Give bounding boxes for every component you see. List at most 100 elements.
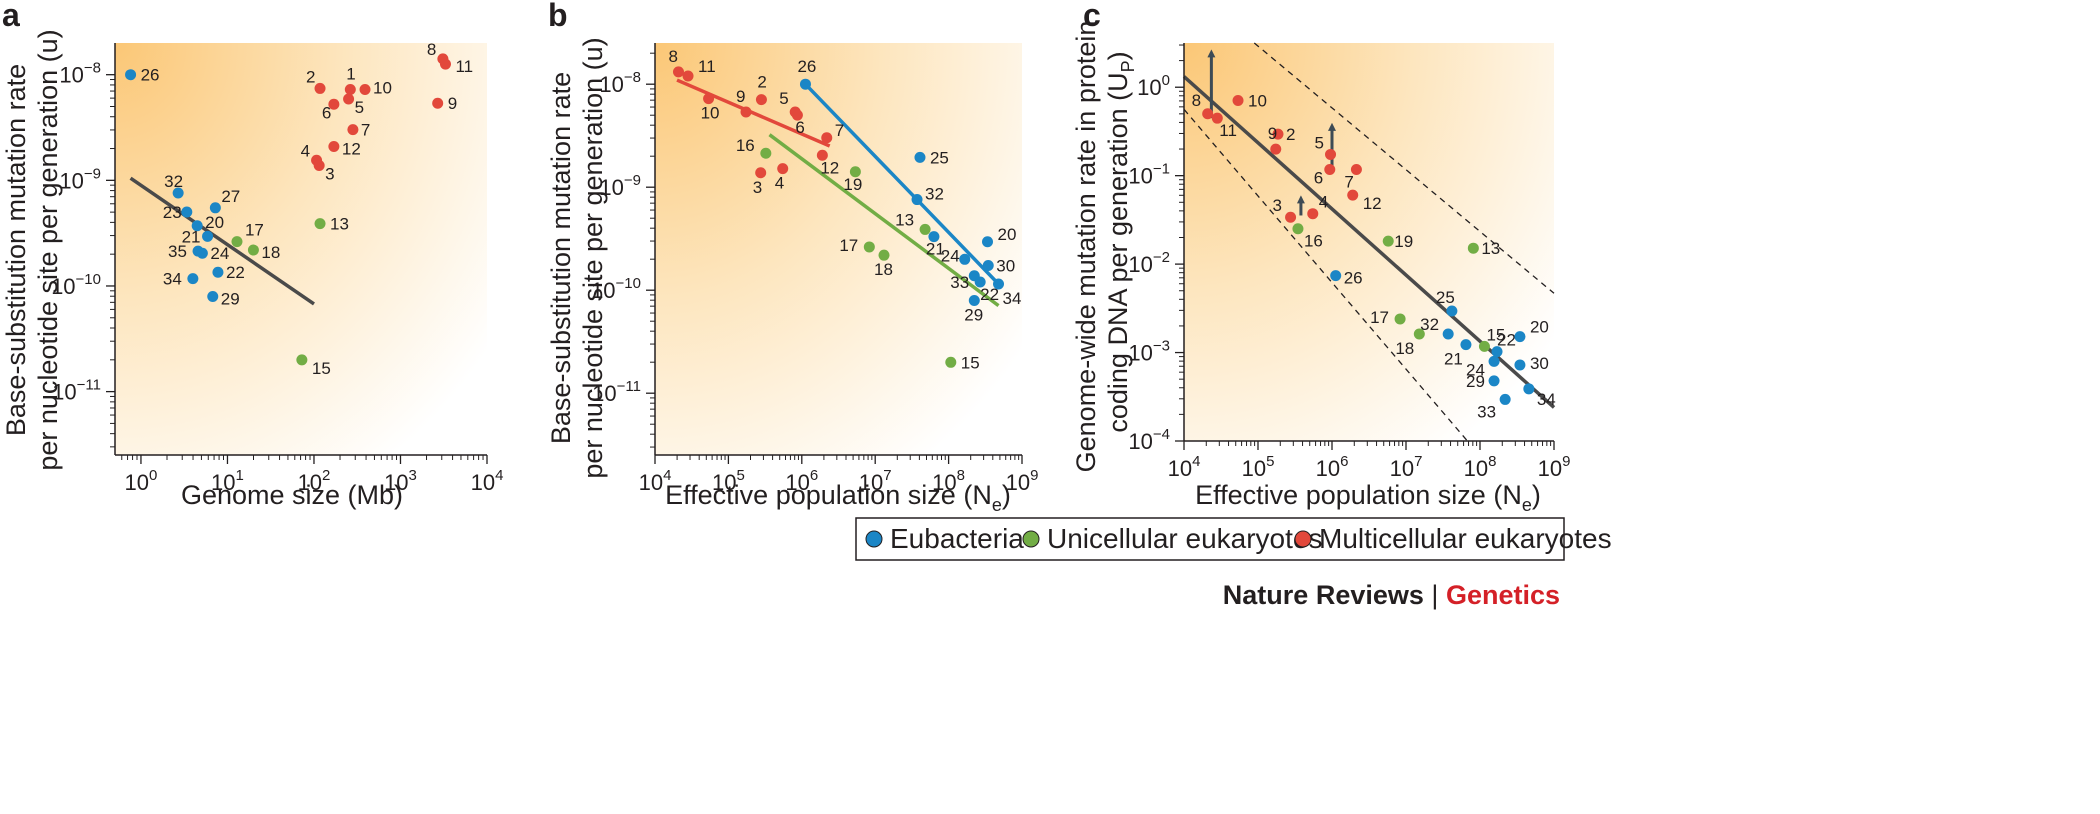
- x-tick-label-b: 104: [639, 467, 672, 495]
- data-point-a-23: [181, 206, 193, 218]
- data-point-c-15: [1478, 340, 1490, 352]
- y-tick-label-c: 10−1: [1128, 161, 1170, 189]
- data-point-b-9: [740, 106, 752, 118]
- point-label-c-19: 19: [1394, 232, 1413, 251]
- data-point-c-24: [1488, 355, 1500, 367]
- legend-marker-eubacteria: [865, 530, 883, 548]
- data-point-c-4: [1307, 208, 1319, 220]
- point-label-b-32: 32: [925, 185, 944, 204]
- brand-subject: Genetics: [1446, 580, 1560, 610]
- point-label-c-13: 13: [1481, 239, 1500, 258]
- data-point-c-9: [1270, 143, 1282, 155]
- data-point-a-9: [432, 97, 444, 109]
- x-tick-label-a: 102: [298, 467, 331, 495]
- data-point-b-3: [755, 167, 767, 179]
- x-axis-label-b-main: Effective population size (N: [665, 480, 992, 510]
- x-tick-label-a: 100: [125, 467, 158, 495]
- y-axis-label-a-line2: per nucleotide site per generation (u): [33, 29, 63, 470]
- data-point-a-21: [202, 230, 214, 242]
- point-label-a-7: 7: [361, 121, 370, 140]
- point-label-b-25: 25: [930, 148, 949, 167]
- x-axis-label-c-main: Effective population size (N: [1195, 480, 1522, 510]
- point-label-a-1: 1: [346, 64, 355, 83]
- point-label-b-29: 29: [964, 306, 983, 325]
- point-label-b-11: 11: [698, 57, 716, 76]
- point-label-b-18: 18: [874, 260, 893, 279]
- point-label-b-10: 10: [701, 104, 720, 123]
- data-point-a-26: [125, 69, 137, 81]
- data-point-b-18: [878, 249, 890, 261]
- x-axis-label-b: Effective population size (Ne): [665, 480, 1011, 515]
- point-label-b-8: 8: [668, 47, 677, 66]
- point-label-b-17: 17: [839, 236, 858, 255]
- data-point-a-11: [439, 58, 451, 70]
- x-tick-label-b: 108: [932, 467, 965, 495]
- data-point-a-20: [191, 220, 203, 232]
- data-point-b-4: [777, 163, 789, 175]
- trend-line-b-multicellular: [676, 78, 831, 148]
- x-tick-label-c: 106: [1316, 453, 1349, 481]
- point-label-a-26: 26: [141, 66, 160, 85]
- legend-marker-multicellular: [1294, 530, 1312, 548]
- data-point-c-10: [1232, 94, 1244, 106]
- point-label-a-24: 24: [210, 244, 229, 263]
- legend-box: [855, 517, 1565, 561]
- data-point-a-17: [231, 236, 243, 248]
- point-label-b-12: 12: [820, 158, 839, 177]
- data-point-a-2: [314, 82, 326, 94]
- point-label-c-12: 12: [1363, 194, 1382, 213]
- data-point-c-3: [1285, 211, 1297, 223]
- point-label-a-3: 3: [325, 165, 334, 184]
- data-point-a-13: [314, 218, 326, 230]
- point-label-a-11: 11: [455, 57, 473, 76]
- data-point-b-30: [982, 259, 994, 271]
- point-label-a-22: 22: [226, 263, 245, 282]
- data-point-c-8: [1202, 108, 1214, 120]
- point-label-a-17: 17: [245, 221, 264, 240]
- plot-area-b: [655, 43, 1022, 455]
- point-label-c-22: 22: [1497, 331, 1516, 350]
- point-label-a-23: 23: [163, 203, 182, 222]
- data-point-a-10: [359, 83, 371, 95]
- point-label-c-5: 5: [1315, 133, 1324, 152]
- y-axis-label-c-line1: Genome-wide mutation rate in protein-: [1071, 12, 1101, 473]
- data-point-c-26: [1330, 270, 1342, 282]
- panel-letter-a: a: [2, 0, 20, 33]
- data-point-b-34: [993, 278, 1005, 290]
- point-label-a-18: 18: [261, 243, 280, 262]
- x-tick-label-a: 104: [471, 467, 504, 495]
- panel-letter-b: b: [548, 0, 568, 33]
- point-label-a-13: 13: [330, 215, 349, 234]
- x-axis-label-c: Effective population size (Ne): [1195, 480, 1541, 515]
- data-point-b-21: [928, 231, 940, 243]
- data-point-b-10: [703, 93, 715, 105]
- data-point-b-17: [863, 241, 875, 253]
- point-label-b-9: 9: [736, 87, 745, 106]
- data-point-b-19: [849, 166, 861, 178]
- legend-marker-unicellular: [1022, 530, 1040, 548]
- y-tick-label-a: 10−11: [52, 377, 101, 405]
- point-label-c-20: 20: [1530, 318, 1549, 337]
- point-label-c-30: 30: [1530, 354, 1549, 373]
- panel-letter-c: c: [1083, 0, 1101, 33]
- point-label-c-3: 3: [1273, 196, 1282, 215]
- data-point-c-33: [1499, 393, 1511, 405]
- legend-label-multicellular: Multicellular eukaryotes: [1319, 523, 1612, 554]
- y-tick-label-b: 10−10: [591, 275, 641, 303]
- data-point-c-18: [1413, 328, 1425, 340]
- point-label-a-5: 5: [355, 98, 364, 117]
- x-axis-label-a: Genome size (Mb): [181, 480, 403, 510]
- point-label-c-16: 16: [1304, 232, 1323, 251]
- point-label-a-27: 27: [221, 187, 240, 206]
- point-label-c-6: 6: [1314, 168, 1323, 187]
- x-tick-label-c: 107: [1390, 453, 1423, 481]
- data-point-a-24: [196, 247, 208, 259]
- legend-label-eubacteria: Eubacteria: [890, 523, 1024, 554]
- y-tick-label-a: 10−9: [59, 165, 101, 193]
- point-label-a-32: 32: [164, 172, 183, 191]
- legend-label-unicellular: Unicellular eukaryotes: [1047, 523, 1322, 554]
- data-point-b-6: [791, 109, 803, 121]
- point-label-b-19: 19: [843, 175, 862, 194]
